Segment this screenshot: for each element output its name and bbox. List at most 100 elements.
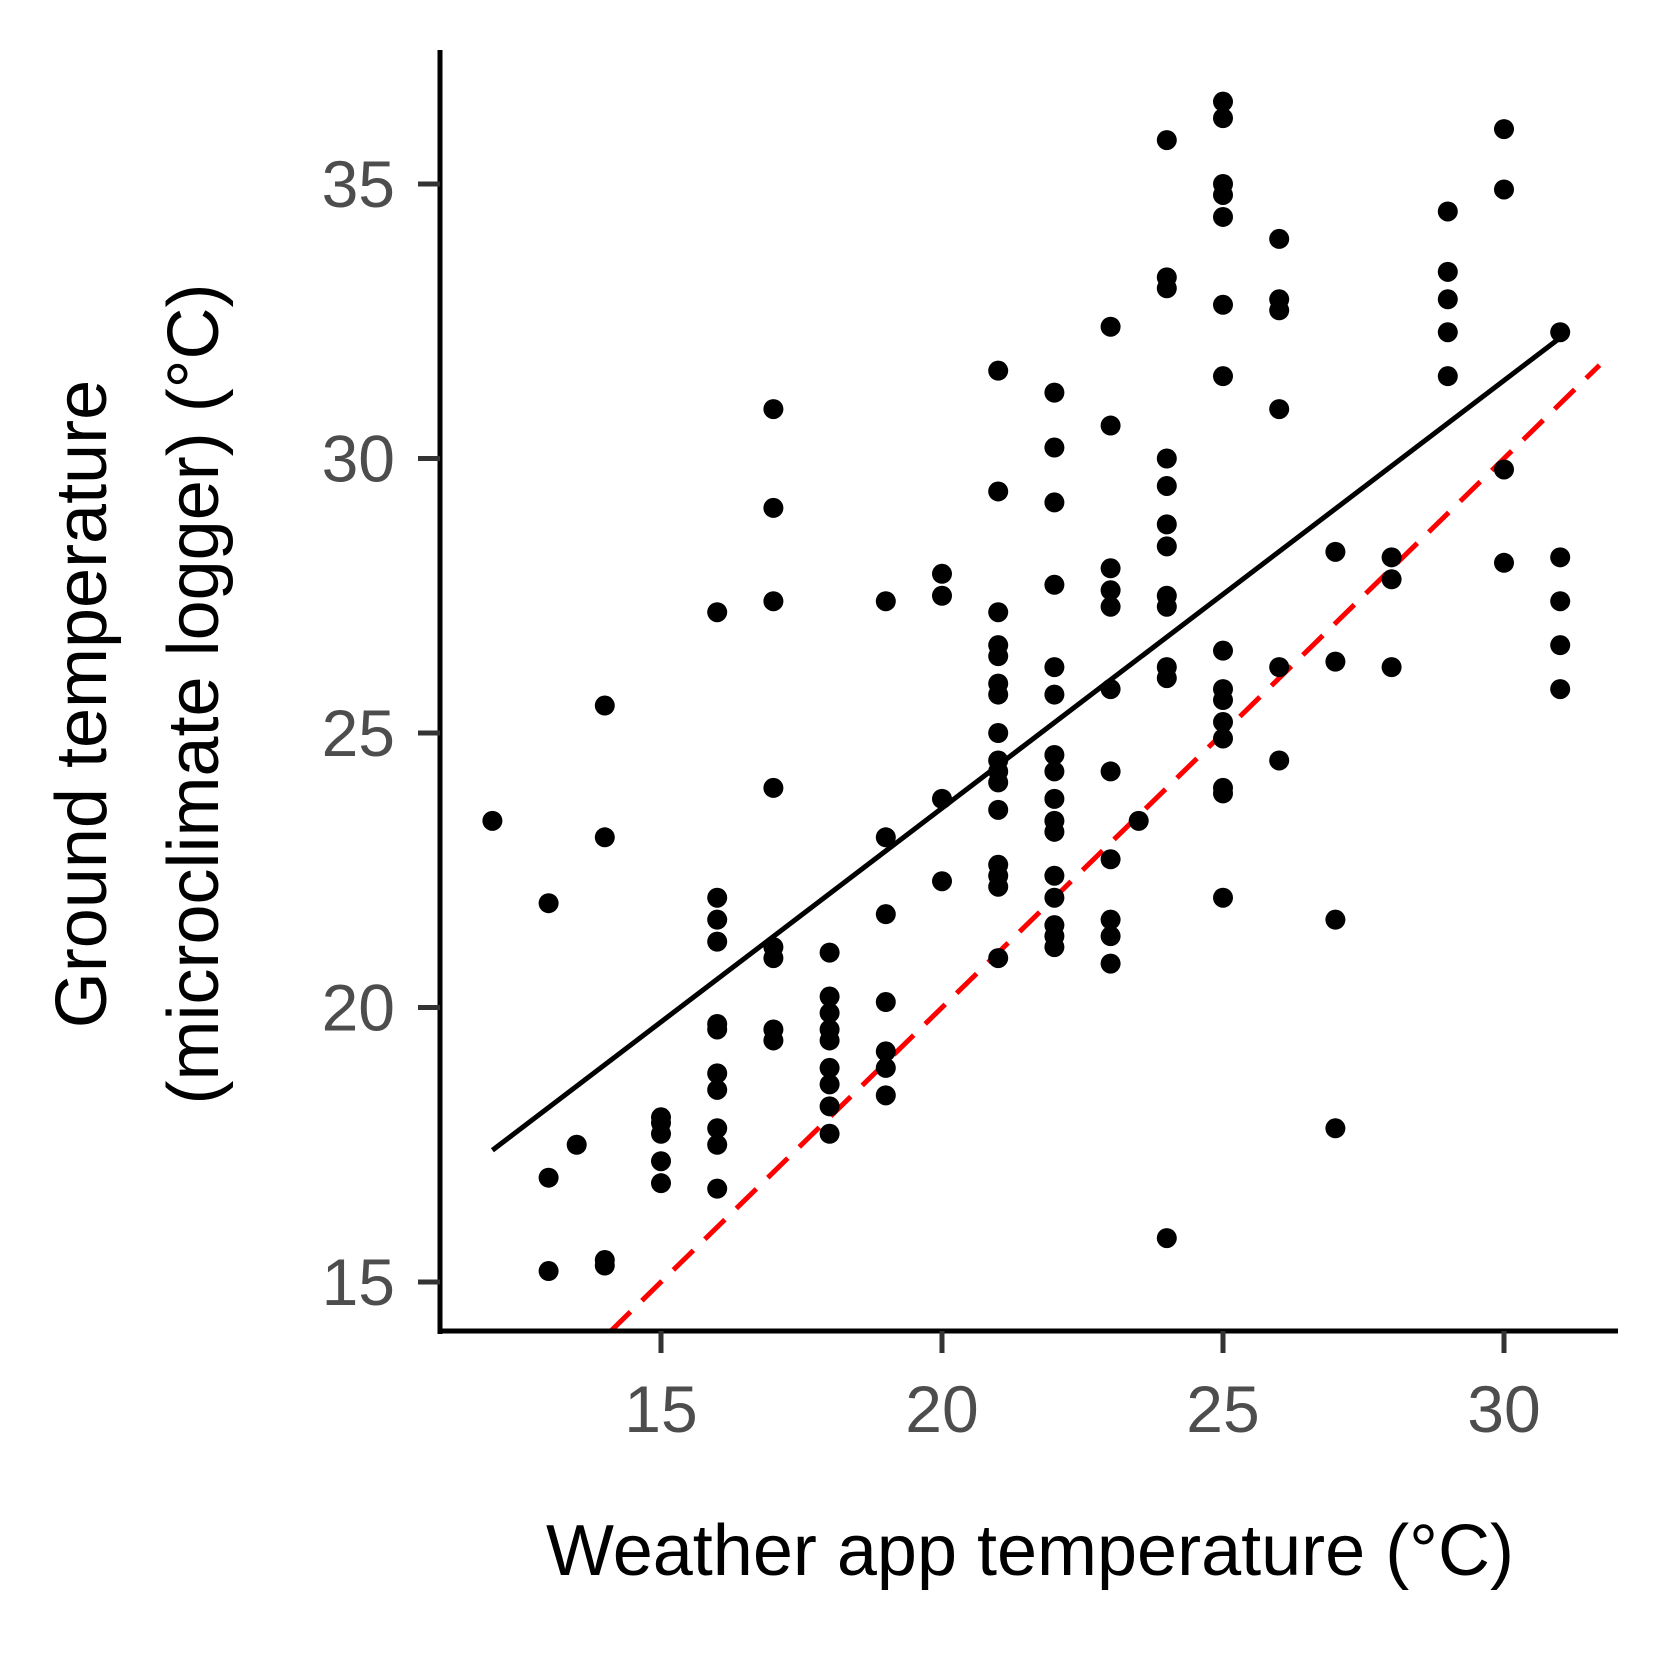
data-point xyxy=(1494,552,1514,573)
data-point xyxy=(819,1057,840,1078)
data-point xyxy=(819,986,840,1007)
data-point xyxy=(1213,91,1233,112)
data-point xyxy=(1269,657,1290,678)
data-point xyxy=(932,563,952,584)
data-point xyxy=(1156,1228,1177,1249)
data-point xyxy=(1213,783,1233,804)
data-point xyxy=(1494,459,1514,480)
data-point xyxy=(1100,415,1121,436)
data-point xyxy=(594,695,615,716)
data-point xyxy=(988,684,1009,705)
data-point xyxy=(1437,201,1458,222)
data-point xyxy=(1156,536,1177,557)
data-point xyxy=(1213,640,1233,661)
data-point xyxy=(1044,382,1065,403)
data-point xyxy=(988,799,1009,820)
fit-line xyxy=(490,335,1562,1153)
marks-layer xyxy=(482,91,1602,1331)
data-point xyxy=(1213,887,1233,908)
data-point xyxy=(1044,788,1065,809)
data-point xyxy=(1044,492,1065,513)
data-point xyxy=(1100,679,1121,700)
data-point xyxy=(594,1255,615,1276)
data-point xyxy=(763,1030,784,1051)
data-point xyxy=(1269,750,1290,771)
data-point xyxy=(988,772,1009,793)
data-point xyxy=(988,948,1009,969)
data-point xyxy=(875,827,896,848)
data-point xyxy=(1213,294,1233,315)
x-tick-label: 20 xyxy=(905,1372,978,1446)
data-point xyxy=(1213,690,1233,711)
data-point xyxy=(875,1085,896,1106)
data-point xyxy=(1437,289,1458,310)
data-point xyxy=(538,1261,559,1282)
data-point xyxy=(1269,228,1290,249)
data-point xyxy=(819,942,840,963)
data-point xyxy=(1128,810,1149,831)
data-point xyxy=(1044,937,1065,958)
data-point xyxy=(1044,684,1065,705)
data-point xyxy=(763,497,784,518)
data-point xyxy=(932,585,952,606)
data-point xyxy=(538,1167,559,1188)
data-point xyxy=(1437,322,1458,343)
data-point xyxy=(819,1123,840,1144)
data-point xyxy=(1100,596,1121,617)
data-point xyxy=(1100,761,1121,782)
data-point xyxy=(1100,558,1121,579)
data-point xyxy=(1044,761,1065,782)
data-point xyxy=(1494,179,1514,200)
data-point xyxy=(819,1030,840,1051)
y-tick-label: 35 xyxy=(322,147,395,221)
data-point xyxy=(482,810,503,831)
data-point xyxy=(988,876,1009,897)
data-point xyxy=(875,1057,896,1078)
x-tick-label: 25 xyxy=(1186,1372,1259,1446)
data-point xyxy=(1494,119,1514,140)
data-point xyxy=(1269,300,1290,321)
data-point xyxy=(707,1134,728,1155)
data-point xyxy=(1044,821,1065,842)
data-point xyxy=(1550,591,1571,612)
data-point xyxy=(1437,366,1458,387)
data-point xyxy=(707,602,728,623)
data-point xyxy=(988,481,1009,502)
x-tick-label: 15 xyxy=(624,1372,697,1446)
data-point xyxy=(707,1063,728,1084)
data-point xyxy=(707,1019,728,1040)
data-point xyxy=(819,1096,840,1117)
data-point xyxy=(763,948,784,969)
data-point xyxy=(1381,547,1402,568)
data-point xyxy=(707,1079,728,1100)
data-point xyxy=(1381,569,1402,590)
data-point xyxy=(1437,261,1458,282)
data-point xyxy=(1156,130,1177,151)
data-point xyxy=(651,1173,671,1194)
x-axis-title: Weather app temperature (°C) xyxy=(546,1511,1514,1591)
data-point xyxy=(1156,514,1177,535)
data-point xyxy=(1269,399,1290,420)
data-point xyxy=(538,893,559,914)
y-axis-title: Ground temperature (microclimate logger)… xyxy=(42,284,234,1105)
data-point xyxy=(566,1134,587,1155)
data-point xyxy=(1156,475,1177,496)
y-axis-title-line-1: Ground temperature xyxy=(42,380,122,1028)
y-tick-label: 30 xyxy=(322,422,395,496)
data-point xyxy=(932,788,952,809)
data-point xyxy=(1550,547,1571,568)
data-point xyxy=(875,1041,896,1062)
data-point xyxy=(1100,849,1121,870)
data-point xyxy=(932,871,952,892)
data-point xyxy=(763,777,784,798)
data-point xyxy=(1156,668,1177,689)
data-point xyxy=(707,909,728,930)
data-point xyxy=(1550,635,1571,656)
data-point xyxy=(1213,206,1233,227)
data-point xyxy=(1100,580,1121,601)
data-point xyxy=(1156,278,1177,299)
data-point xyxy=(1213,366,1233,387)
y-tick-label: 25 xyxy=(322,696,395,770)
data-point xyxy=(1213,184,1233,205)
